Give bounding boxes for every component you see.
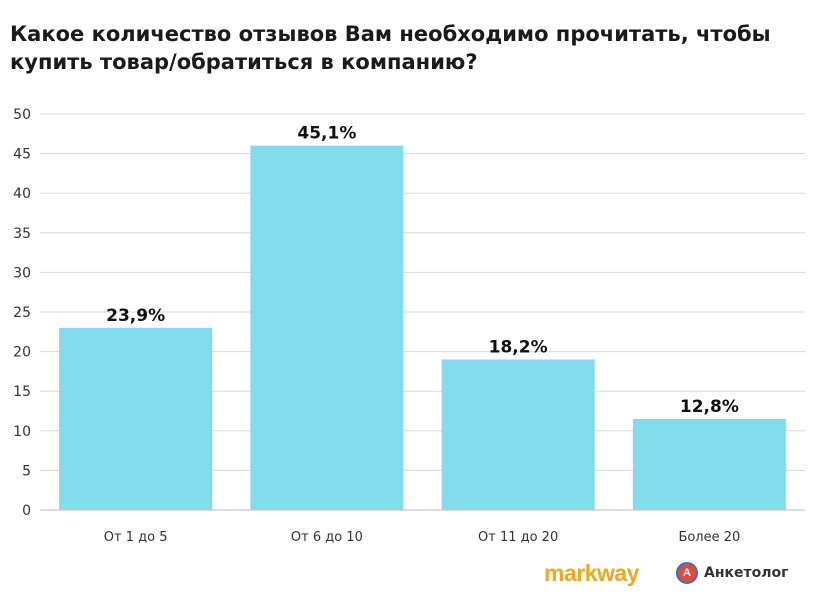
anketolog-logo: A Анкетолог xyxy=(676,562,788,584)
data-label: 45,1% xyxy=(297,124,356,144)
y-tick-label: 20 xyxy=(13,345,31,361)
y-tick-label: 5 xyxy=(22,463,31,479)
x-tick-label: От 6 до 10 xyxy=(291,530,363,545)
bar xyxy=(632,418,786,510)
y-tick-label: 50 xyxy=(13,107,31,123)
anketolog-logo-text: Анкетолог xyxy=(704,565,789,581)
bar xyxy=(441,359,595,510)
bar xyxy=(250,145,404,510)
y-tick-label: 30 xyxy=(13,265,31,281)
y-tick-label: 25 xyxy=(13,305,31,321)
y-tick-label: 0 xyxy=(22,503,31,519)
y-tick-label: 45 xyxy=(13,147,31,163)
bar xyxy=(59,327,213,510)
markway-logo: markway xyxy=(544,560,639,586)
y-tick-label: 10 xyxy=(13,424,31,440)
x-tick-label: От 11 до 20 xyxy=(478,530,558,545)
y-tick-label: 35 xyxy=(13,226,31,242)
y-tick-label: 40 xyxy=(13,186,31,202)
chart-title: Какое количество отзывов Вам необходимо … xyxy=(10,22,771,74)
anketolog-logo-icon: A xyxy=(676,562,698,584)
data-label: 18,2% xyxy=(489,338,548,358)
data-label: 12,8% xyxy=(680,397,739,417)
x-tick-label: Более 20 xyxy=(678,530,740,545)
x-tick-label: От 1 до 5 xyxy=(104,530,168,545)
y-tick-label: 15 xyxy=(13,384,31,400)
data-label: 23,9% xyxy=(106,306,165,326)
